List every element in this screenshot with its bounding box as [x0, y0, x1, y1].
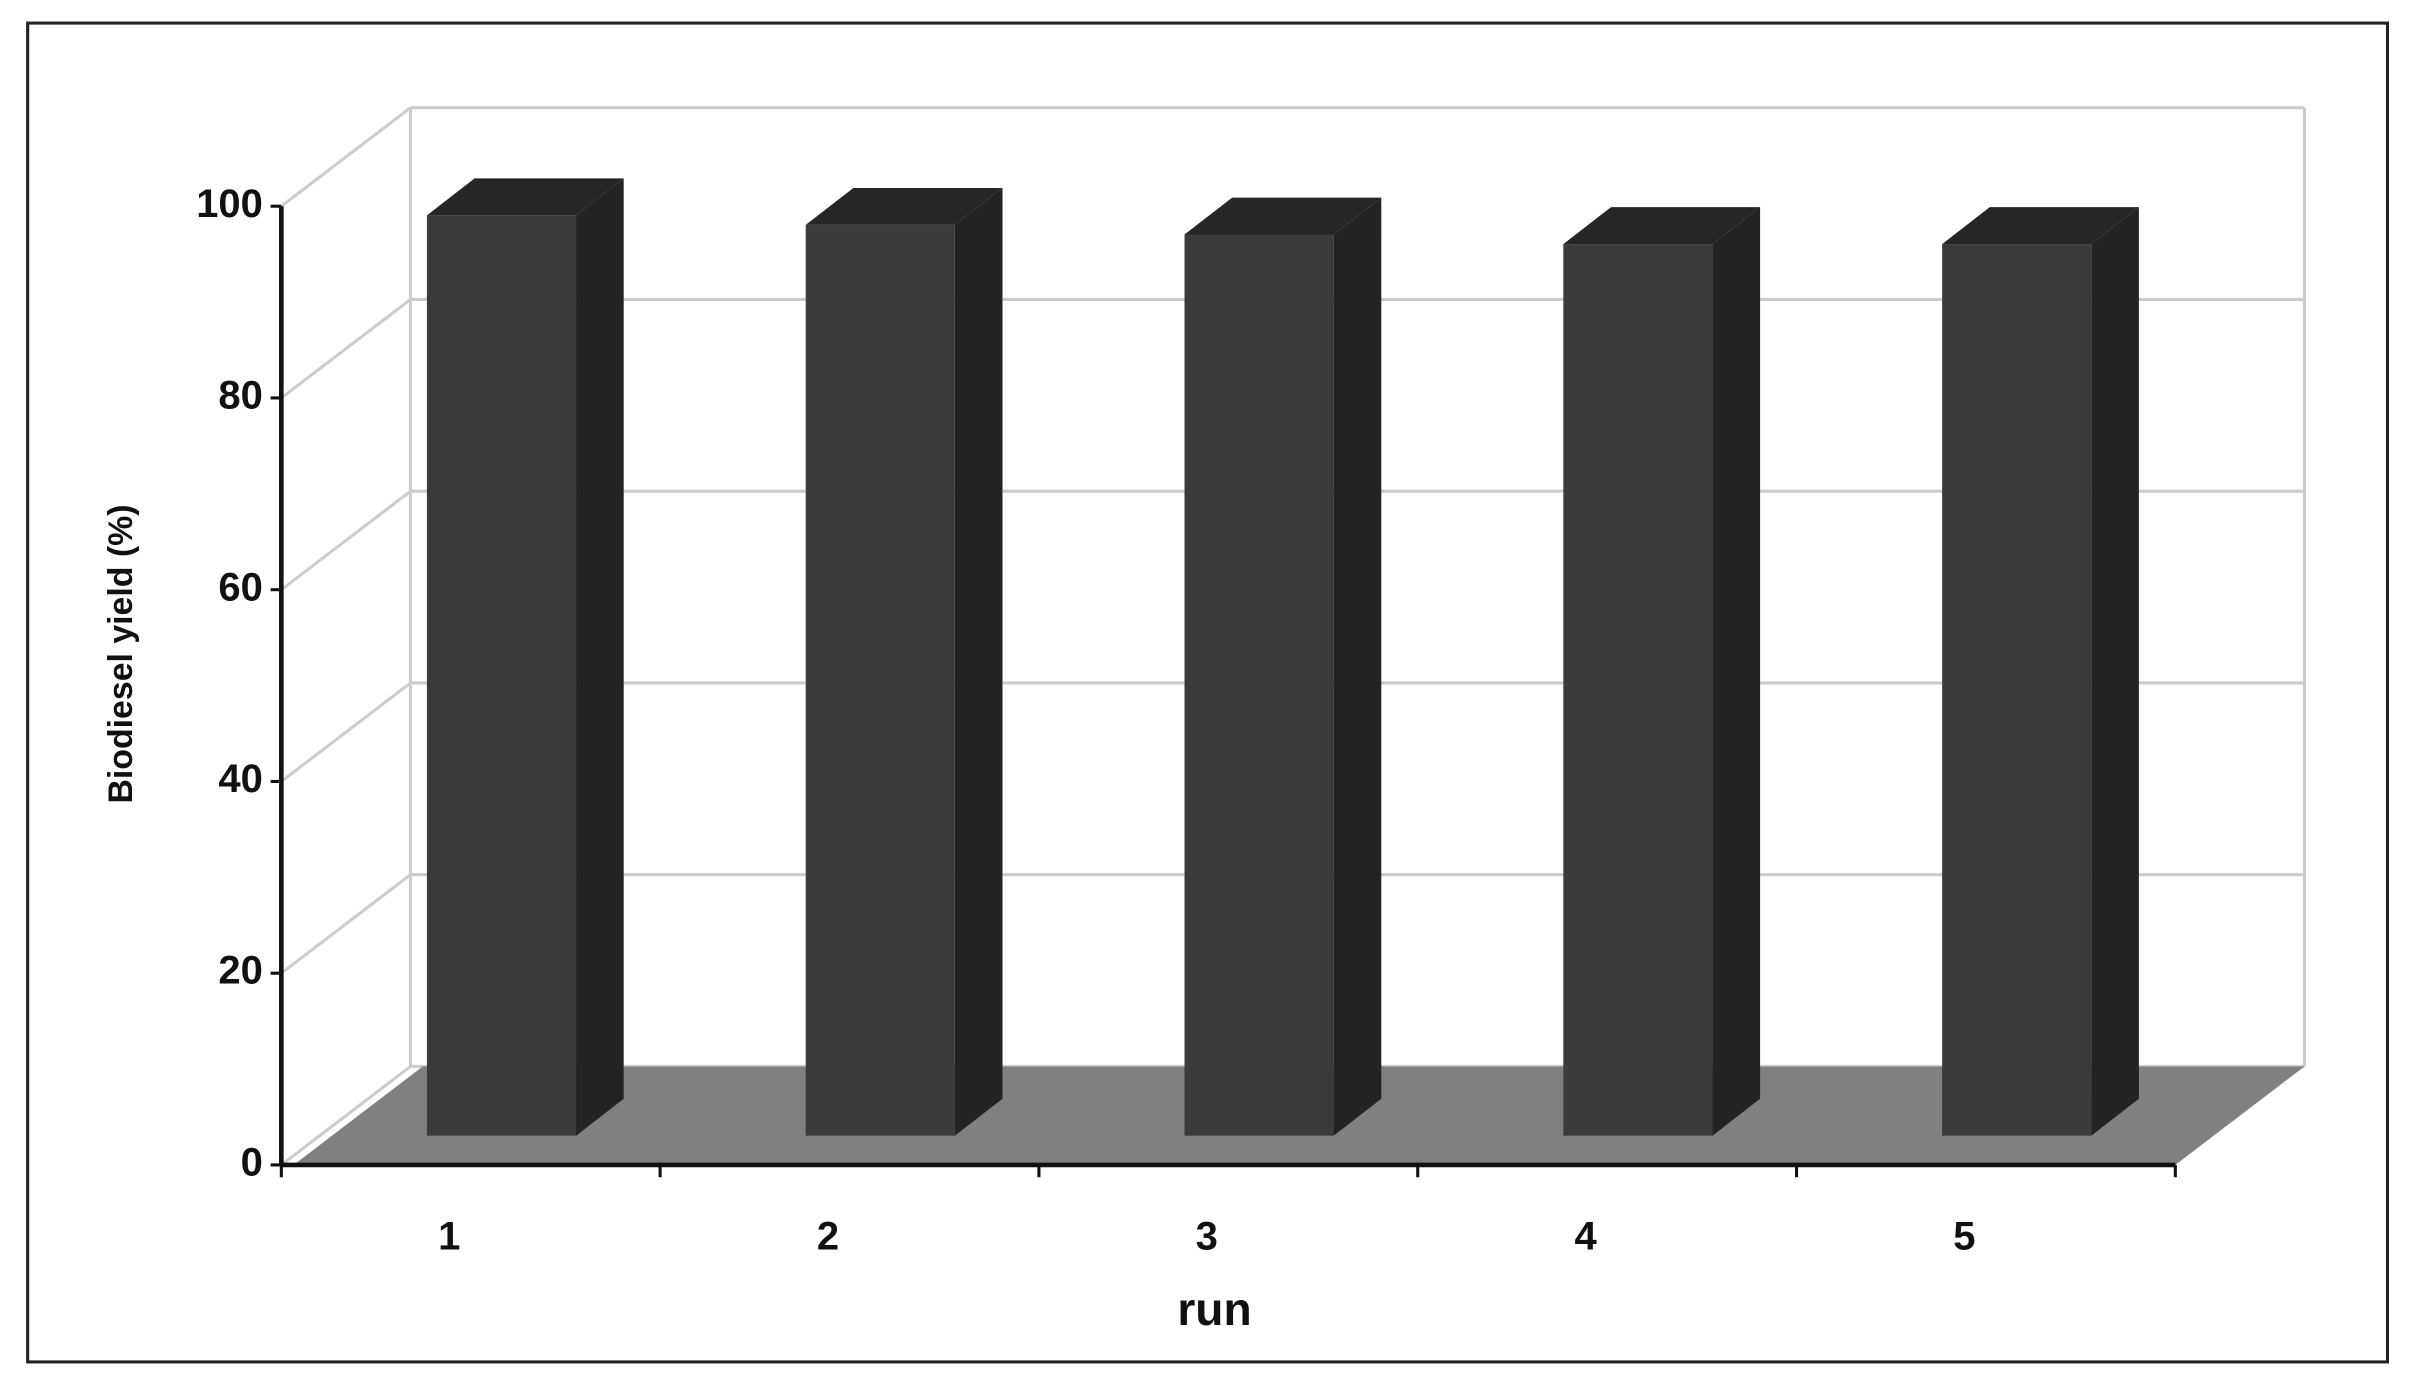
bar-top: [426, 178, 624, 216]
bar-side: [954, 187, 1003, 1136]
bar-side: [1333, 197, 1382, 1136]
y-tick-label: 0: [241, 1140, 263, 1184]
plot-area: 0 20 40 60 80 100 1 2 3 4 5: [196, 106, 2306, 1258]
x-tick-label: 3: [1196, 1214, 1218, 1258]
x-axis-title: run: [1177, 1283, 1251, 1335]
side-grid-line: [280, 873, 412, 975]
x-tick-label: 4: [1574, 1214, 1597, 1258]
bar: [1942, 244, 2092, 1136]
x-tick-label: 1: [438, 1214, 460, 1258]
side-grid-line: [280, 298, 412, 400]
y-tick-label: 100: [196, 182, 263, 226]
side-grid-line: [280, 681, 412, 783]
y-tick-label: 20: [218, 949, 262, 993]
bar: [426, 215, 577, 1136]
bar-top: [805, 187, 1003, 225]
side-grid-line: [280, 489, 412, 591]
y-axis-title: Biodiesel yield (%): [102, 505, 140, 804]
bar-side: [576, 178, 624, 1136]
bar: [1563, 244, 1713, 1136]
y-tick-label: 60: [218, 565, 262, 609]
x-tick-label: 5: [1953, 1214, 1975, 1258]
bar-side: [2091, 207, 2139, 1136]
side-grid-line: [280, 1065, 412, 1167]
y-tick-label: 40: [218, 757, 262, 801]
bar: [805, 224, 955, 1136]
bar-top: [1184, 197, 1382, 235]
y-tick-label: 80: [218, 374, 262, 418]
bar: [1184, 234, 1334, 1136]
bar-top: [1942, 207, 2139, 245]
side-grid-line: [280, 106, 412, 208]
x-tick-label: 2: [817, 1214, 839, 1258]
bar-top: [1563, 207, 1761, 245]
bar-side: [1712, 207, 1761, 1136]
